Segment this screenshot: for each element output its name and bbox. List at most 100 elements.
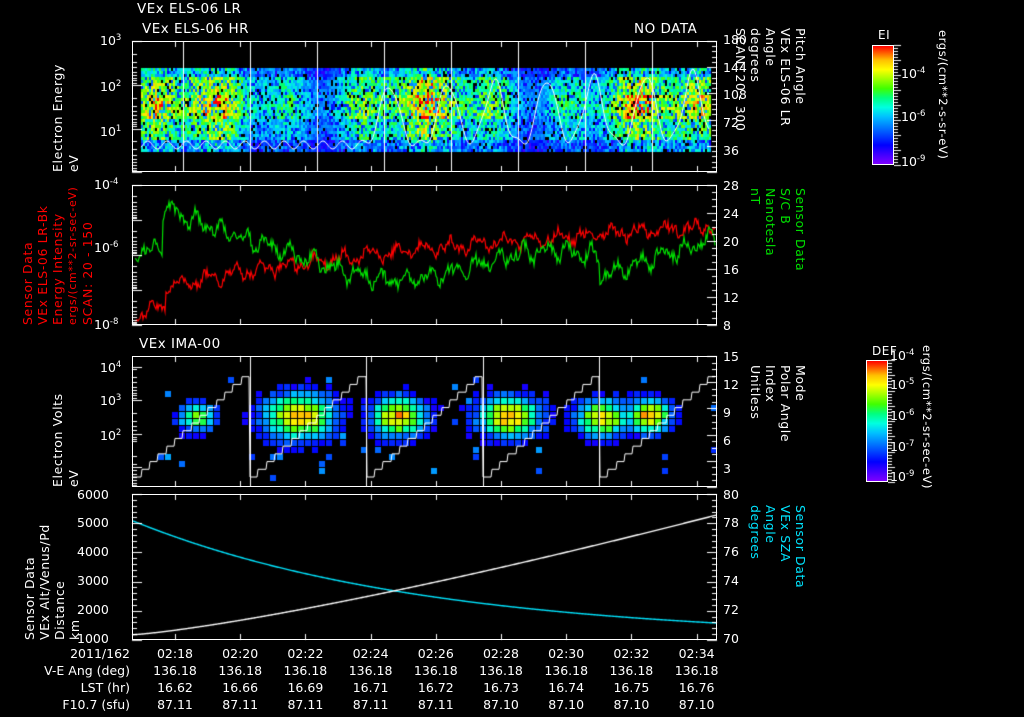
panel3-colorbar-tick-2: 10-5 <box>890 377 915 393</box>
table-cell-f107-3: 87.11 <box>352 697 389 712</box>
panel3-left-axis-label-line1: Electron Volts <box>50 393 65 487</box>
panel4-ytick-6000: 6000 <box>77 487 109 502</box>
panel1-ytick-1000: 103 <box>100 33 122 49</box>
panel4-left-axis-label-line1: Sensor Data <box>22 556 37 640</box>
panel4-ytick-2000: 2000 <box>77 602 109 617</box>
panel4-y2tick-78: 78 <box>723 515 739 530</box>
table-cell-ve-ang-2: 136.18 <box>283 663 328 678</box>
table-cell-lst-5: 16.73 <box>483 680 519 695</box>
panel3-right-axis-label-line3: Index <box>763 365 778 403</box>
table-cell-lst-8: 16.76 <box>678 680 715 695</box>
panel1-colorbar-title: EI <box>878 28 891 42</box>
panel2-y2tick-16: 16 <box>723 262 739 277</box>
table-cell-f107-5: 87.10 <box>483 697 519 712</box>
panel2-y2tick-12: 12 <box>723 290 739 305</box>
panel4-ytick-1000: 1000 <box>77 631 109 646</box>
panel4-y2tick-70: 70 <box>723 631 739 646</box>
table-cell-ve-ang-5: 136.18 <box>479 663 523 678</box>
panel4-ytick-4000: 4000 <box>77 544 109 559</box>
panel3-y2tick-6: 6 <box>723 433 731 448</box>
panel1-right-axis-label-line1: Pitch Angle <box>793 28 808 105</box>
table-cell-f107-6: 87.10 <box>548 697 585 712</box>
panel4-ytick-5000: 5000 <box>77 515 109 530</box>
panel4-left-axis-label-line3: Distance <box>52 580 67 640</box>
panel2-left-axis-label-line5: SCAN: 20 - 150 <box>80 221 95 325</box>
panel3-right-axis-label-line4: Unitless <box>748 365 763 420</box>
table-cell-f107-4: 87.11 <box>417 697 454 712</box>
panel3-colorbar-tick-1: 10-4 <box>890 348 915 364</box>
panel2-ytick-1e-8: 10-8 <box>94 317 119 333</box>
bottom-data-table: 2011/162 V-E Ang (deg) LST (hr) F10.7 (s… <box>0 645 1024 717</box>
table-cell-ve-ang-3: 136.18 <box>348 663 393 678</box>
table-cell-time-8: 02:34 <box>678 646 715 661</box>
panel2-y2tick-8: 8 <box>723 318 731 333</box>
panel1-left-axis-label-line2: eV <box>66 154 81 172</box>
table-cell-time-6: 02:30 <box>548 646 585 661</box>
table-row-lst: LST (hr) <box>0 679 1024 696</box>
panel4-y2tick-74: 74 <box>723 573 739 588</box>
panel2-right-axis-label-line2: S/C B <box>778 188 793 225</box>
table-cell-time-2: 02:22 <box>287 646 324 661</box>
panel2-left-axis-label-line1: Sensor Data <box>20 241 35 325</box>
panel2-right-axis-label-line1: Sensor Data <box>793 188 808 272</box>
table-cell-lst-0: 16.62 <box>157 680 193 695</box>
table-cell-time-5: 02:28 <box>482 646 520 661</box>
panel3-plot-area[interactable] <box>132 356 717 487</box>
panel2-left-axis-label-line4: ergs/(cm**2-sr-sec-eV) <box>66 186 79 325</box>
panel1-no-data-label: NO DATA <box>634 21 698 37</box>
panel4-plot-area[interactable] <box>132 494 717 640</box>
table-cell-lst-4: 16.72 <box>417 680 454 695</box>
table-cell-f107-8: 87.10 <box>678 697 715 712</box>
panel1-left-axis-label-line1: Electron Energy <box>50 63 65 172</box>
panel1-right-axis-label-line3: Angle <box>763 28 778 67</box>
table-cell-f107-0: 87.11 <box>157 697 193 712</box>
panel1-colorbar <box>872 45 894 165</box>
panel2-ytick-1e-6: 10-6 <box>94 240 119 256</box>
panel4-right-axis-label-line4: degrees <box>748 505 763 560</box>
panel2-left-axis-label-line2: VEx ELS-06 LR-Bk <box>35 205 50 325</box>
row-label-ve-ang: V-E Ang (deg) <box>44 663 130 678</box>
panel4-y2tick-80: 80 <box>723 487 739 502</box>
panel4-ytick-3000: 3000 <box>77 573 109 588</box>
panel1-right-axis-label-line2: VEx ELS-06 LR <box>778 28 793 127</box>
table-cell-f107-1: 87.11 <box>222 697 259 712</box>
panel4-y2tick-76: 76 <box>723 544 739 559</box>
table-cell-ve-ang-6: 136.18 <box>544 663 589 678</box>
panel3-left-axis-label-line2: eV <box>66 469 81 487</box>
panel1-title-lr: VEx ELS-06 LR <box>137 1 242 17</box>
table-cell-time-1: 02:20 <box>222 646 259 661</box>
panel3-right-axis-label-line1: Mode <box>793 365 808 402</box>
panel1-plot-area[interactable] <box>132 41 717 172</box>
table-cell-lst-1: 16.66 <box>222 680 259 695</box>
panel2-right-axis-label-line4: nT <box>748 188 763 205</box>
table-cell-lst-3: 16.71 <box>352 680 389 695</box>
panel3-right-axis-label-line2: Polar Angle <box>778 365 793 443</box>
panel3-y2tick-3: 3 <box>723 461 731 476</box>
panel3-ytick-1e2: 102 <box>100 428 122 444</box>
row-label-date: 2011/162 <box>70 646 130 661</box>
panel3-colorbar-tick-3: 10-6 <box>890 408 915 424</box>
panel2-y2tick-20: 20 <box>723 234 739 249</box>
panel3-y2tick-12: 12 <box>723 377 739 392</box>
panel4-left-axis-label-line2: VEx Alt/Venus/Pd <box>37 524 52 640</box>
table-cell-lst-2: 16.69 <box>287 680 324 695</box>
panel1-right-axis-label-line5: SCAN: 20 - 300 <box>733 28 748 132</box>
row-label-f107: F10.7 (sfu) <box>62 697 130 712</box>
panel1-right-axis-label-line4: degrees <box>748 28 763 83</box>
table-cell-lst-7: 16.75 <box>613 680 650 695</box>
panel2-ytick-1e-4: 10-4 <box>94 177 119 193</box>
panel3-y2tick-9: 9 <box>723 405 731 420</box>
table-cell-time-0: 02:18 <box>156 646 194 661</box>
table-cell-time-3: 02:24 <box>352 646 389 661</box>
panel2-y2tick-28: 28 <box>723 178 739 193</box>
panel3-y2tick-15: 15 <box>723 349 739 364</box>
panel4-right-axis-label-line1: Sensor Data <box>793 505 808 589</box>
panel2-plot-area[interactable] <box>132 185 717 325</box>
table-cell-ve-ang-4: 136.18 <box>413 663 458 678</box>
panel1-ytick-10: 101 <box>100 124 122 140</box>
table-cell-time-7: 02:32 <box>613 646 650 661</box>
panel1-y2tick-36: 36 <box>723 143 739 158</box>
panel1-colorbar-tick-2: 10-6 <box>901 109 926 125</box>
panel2-right-axis-label-line3: Nanotesla <box>763 188 778 257</box>
table-cell-ve-ang-7: 136.18 <box>609 663 654 678</box>
